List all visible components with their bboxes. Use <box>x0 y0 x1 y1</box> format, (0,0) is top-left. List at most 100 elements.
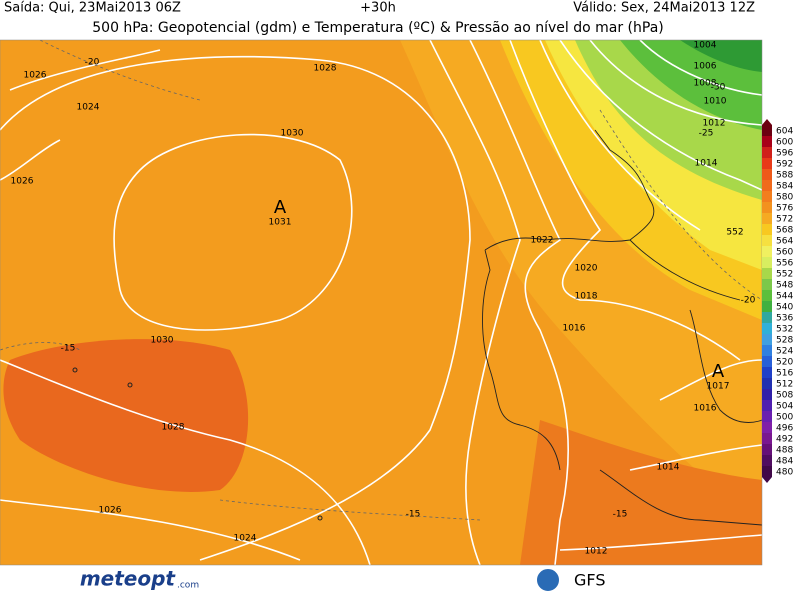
contour-label: 1030 <box>151 336 174 346</box>
contour-label: 1004 <box>694 41 717 51</box>
colorbar-swatch <box>762 444 772 455</box>
colorbar-swatch <box>762 191 772 202</box>
contour-label: 1024 <box>234 534 257 544</box>
colorbar-swatch <box>762 466 772 477</box>
colorbar-swatch <box>762 279 772 290</box>
valid-time: Válido: Sex, 24Mai2013 12Z <box>573 1 755 16</box>
colorbar-swatch <box>762 378 772 389</box>
contour-label: 1012 <box>703 119 726 129</box>
colorbar-swatch <box>762 136 772 147</box>
colorbar-swatch <box>762 257 772 268</box>
colorbar-label: 568 <box>776 226 793 236</box>
colorbar-swatch <box>762 389 772 400</box>
contour-label: -20 <box>741 296 756 306</box>
colorbar-label: 516 <box>776 369 793 379</box>
colorbar-swatch <box>762 367 772 378</box>
colorbar-label: 604 <box>776 127 793 137</box>
contour-label: 1028 <box>162 423 185 433</box>
contour-label: -20 <box>85 58 100 68</box>
colorbar-swatch <box>762 301 772 312</box>
colorbar-swatch <box>762 158 772 169</box>
contour-label: 1020 <box>575 264 598 274</box>
colorbar-label: 556 <box>776 259 793 269</box>
colorbar-label: 508 <box>776 391 793 401</box>
contour-label: 1016 <box>563 324 586 334</box>
colorbar-swatch <box>762 334 772 345</box>
colorbar-swatch <box>762 323 772 334</box>
high-symbol: A <box>274 197 287 218</box>
contour-label: 1022 <box>531 236 554 246</box>
colorbar-swatch <box>762 356 772 367</box>
colorbar-swatch <box>762 433 772 444</box>
colorbar-swatch <box>762 312 772 323</box>
colorbar-swatch <box>762 246 772 257</box>
colorbar-label: 504 <box>776 402 793 412</box>
colorbar-bottom-cap <box>762 477 772 483</box>
contour-label: 1016 <box>694 404 717 414</box>
colorbar-label: 500 <box>776 413 793 423</box>
colorbar-swatch <box>762 455 772 466</box>
colorbar-label: 548 <box>776 281 793 291</box>
colorbar-label: 540 <box>776 303 793 313</box>
colorbar-swatch <box>762 290 772 301</box>
colorbar-label: 536 <box>776 314 793 324</box>
colorbar-label: 588 <box>776 171 793 181</box>
colorbar-label: 600 <box>776 138 793 148</box>
high-symbol: A <box>712 361 725 382</box>
colorbar-label: 488 <box>776 446 793 456</box>
map-title: 500 hPa: Geopotencial (gdm) e Temperatur… <box>92 20 663 36</box>
colorbar-swatch <box>762 169 772 180</box>
colorbar-swatch <box>762 213 772 224</box>
colorbar-swatch <box>762 147 772 158</box>
colorbar-label: 484 <box>776 457 793 467</box>
contour-label: 1008 <box>694 79 717 89</box>
contour-label: 1026 <box>99 506 122 516</box>
colorbar-swatch <box>762 400 772 411</box>
colorbar-swatch <box>762 411 772 422</box>
contour-label: -15 <box>406 510 421 520</box>
colorbar-label: 576 <box>776 204 793 214</box>
contour-label: 1026 <box>24 71 47 81</box>
colorbar-swatch <box>762 224 772 235</box>
colorbar-label: 480 <box>776 468 793 478</box>
colorbar-label: 512 <box>776 380 793 390</box>
contour-label: 1010 <box>704 97 727 107</box>
colorbar-swatch <box>762 180 772 191</box>
contour-label: 1014 <box>657 463 680 473</box>
contour-label: 552 <box>726 228 743 238</box>
contour-label: -15 <box>61 344 76 354</box>
colorbar-swatch <box>762 345 772 356</box>
colorbar-swatch <box>762 422 772 433</box>
logo-suffix: .com <box>177 581 199 591</box>
map <box>0 39 763 566</box>
contour-label: 1014 <box>695 159 718 169</box>
colorbar-label: 532 <box>776 325 793 335</box>
contour-label: -25 <box>699 129 714 139</box>
forecast-hour: +30h <box>360 1 396 16</box>
colorbar-label: 592 <box>776 160 793 170</box>
colorbar-label: 496 <box>776 424 793 434</box>
contour-label: 1028 <box>314 64 337 74</box>
colorbar-swatch <box>762 202 772 213</box>
colorbar-label: 520 <box>776 358 793 368</box>
colorbar-swatch <box>762 125 772 136</box>
high-value: 1031 <box>269 218 292 228</box>
colorbar-label: 564 <box>776 237 793 247</box>
colorbar-label: 584 <box>776 182 793 192</box>
contour-label: 1006 <box>694 62 717 72</box>
colorbar-label: 580 <box>776 193 793 203</box>
colorbar-swatch <box>762 268 772 279</box>
logo: meteopt <box>80 567 177 591</box>
noaa-icon <box>535 567 561 593</box>
colorbar-label: 552 <box>776 270 793 280</box>
colorbar-label: 560 <box>776 248 793 258</box>
colorbar-label: 528 <box>776 336 793 346</box>
colorbar-label: 544 <box>776 292 793 302</box>
contour-label: 1012 <box>585 547 608 557</box>
colorbar-label: 596 <box>776 149 793 159</box>
colorbar-label: 524 <box>776 347 793 357</box>
run-time: Saída: Qui, 23Mai2013 06Z <box>4 1 181 16</box>
contour-label: 1018 <box>575 292 598 302</box>
contour-label: -30 <box>711 83 726 93</box>
